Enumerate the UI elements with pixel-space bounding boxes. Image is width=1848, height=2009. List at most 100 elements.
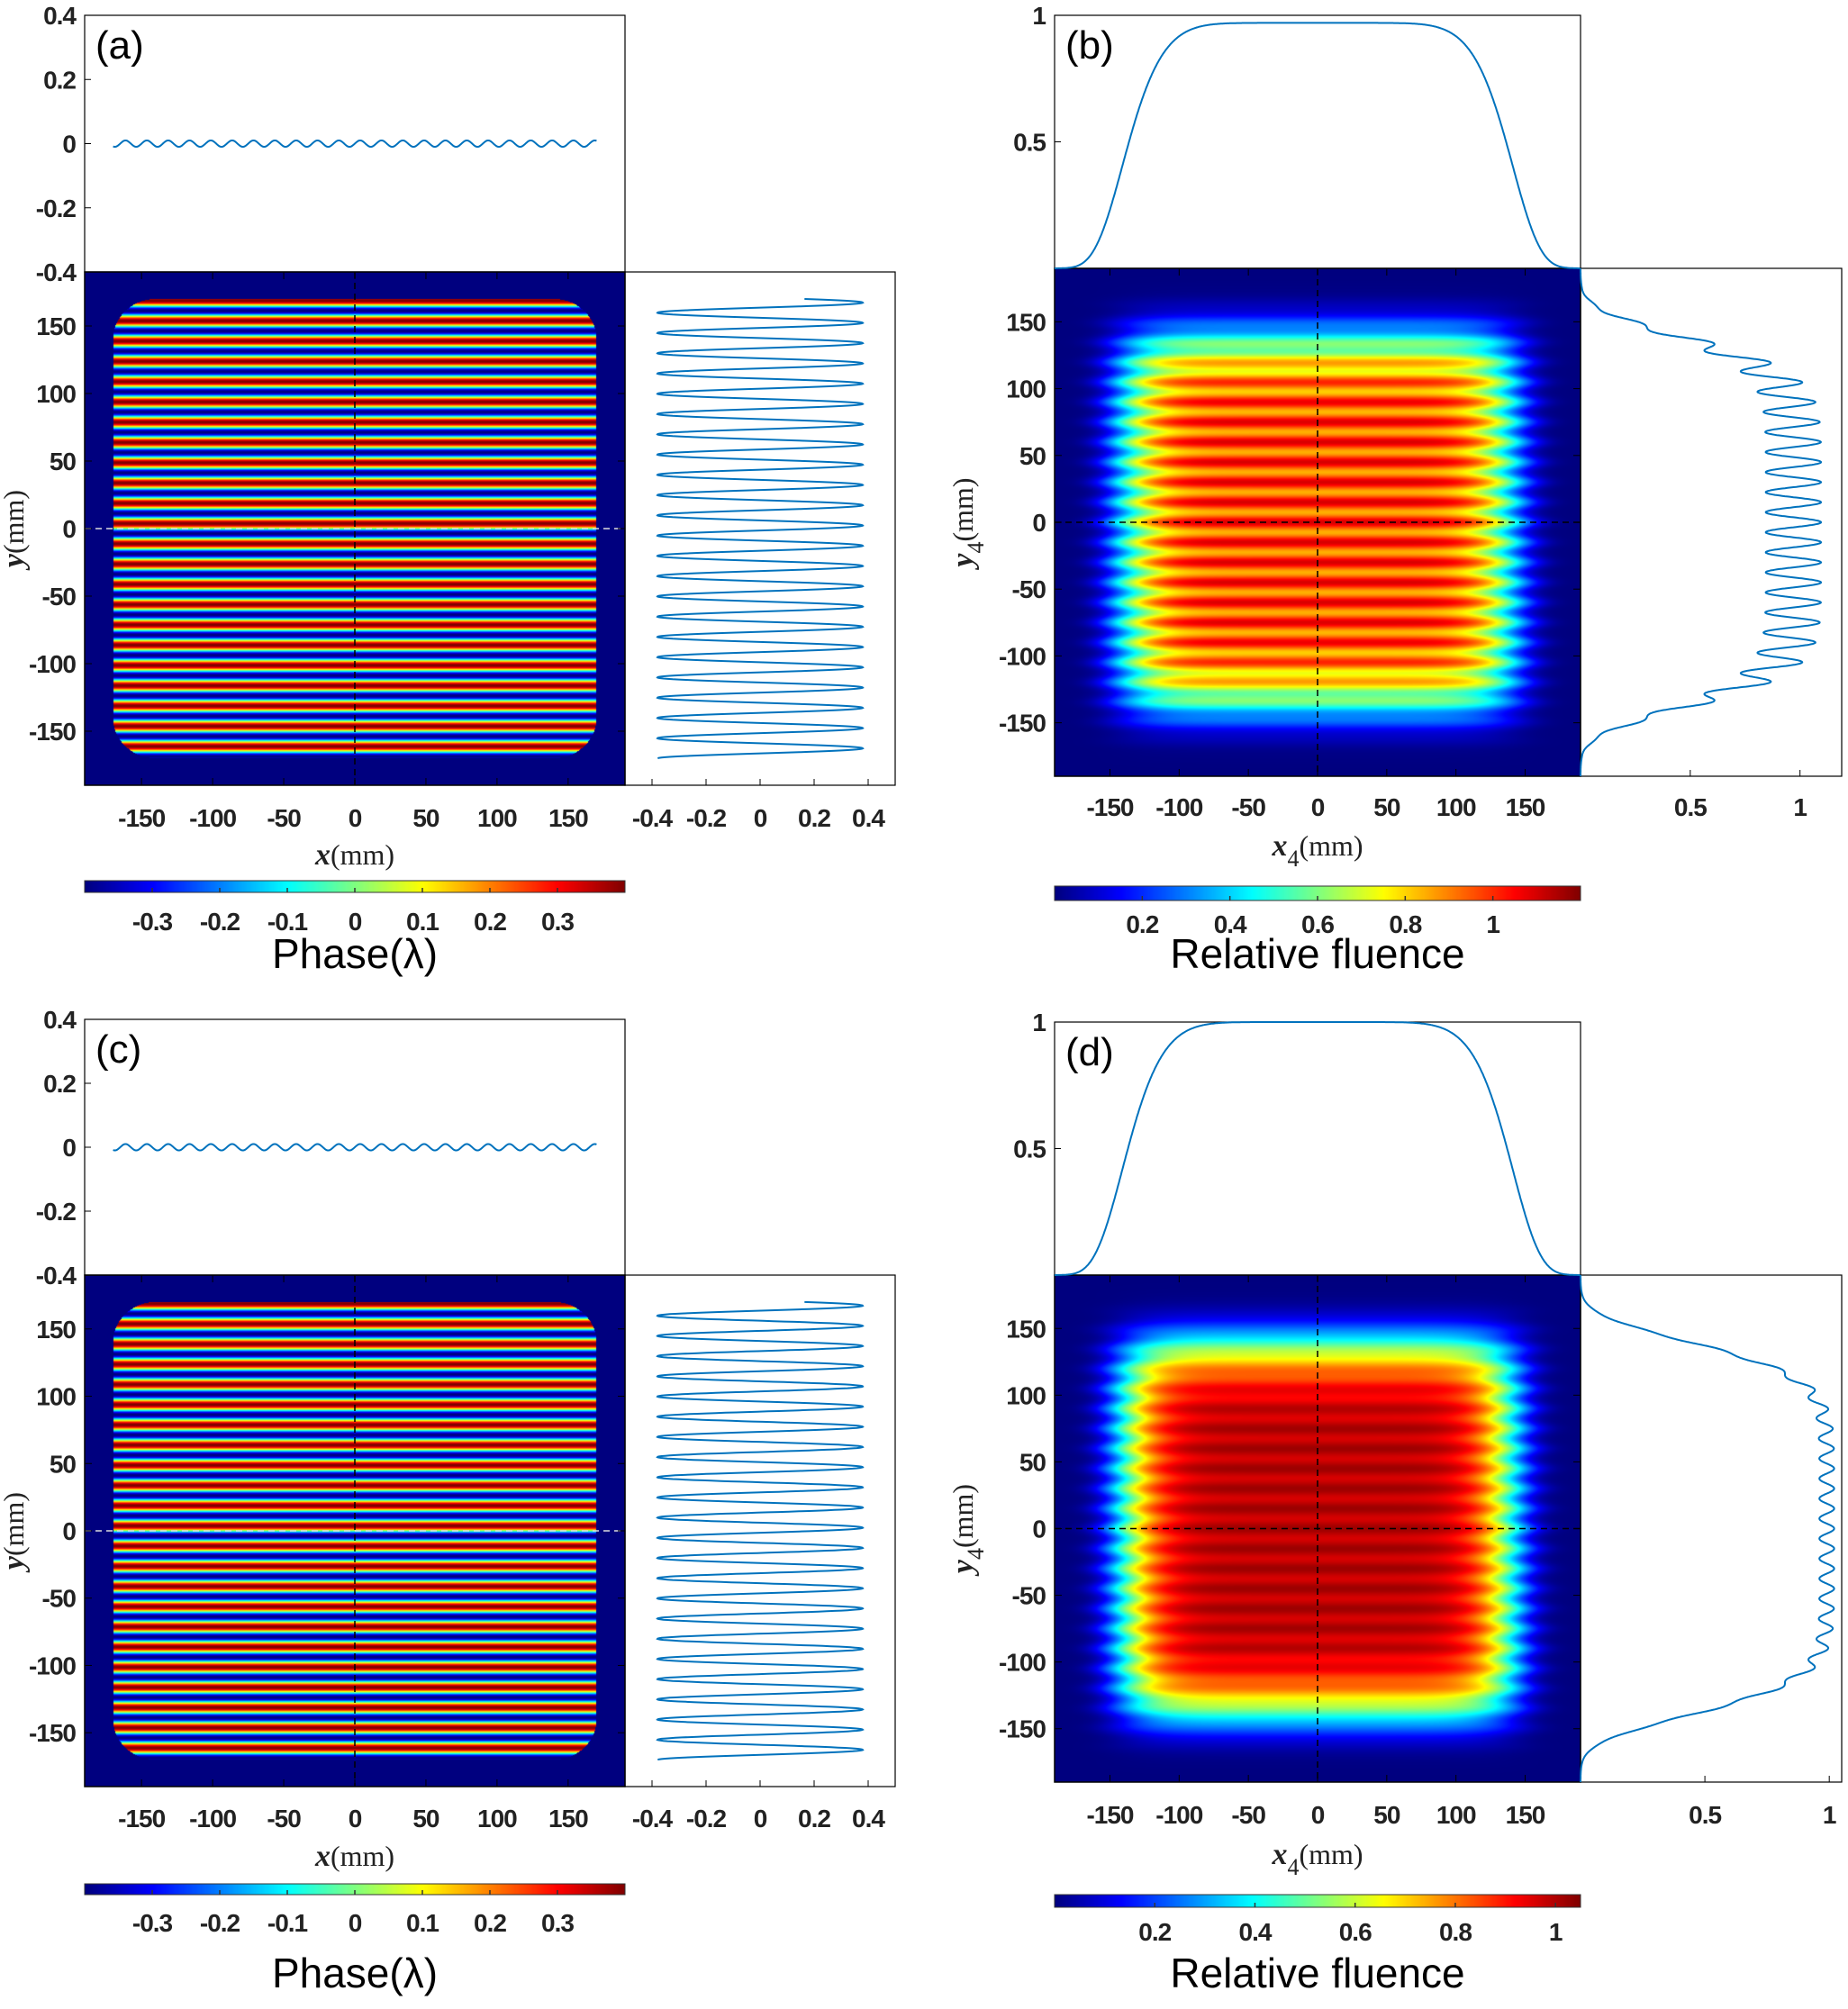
side-profile-tick-label: 0.2 [798, 1805, 830, 1833]
top-profile-frame [1054, 14, 1581, 269]
y-tick-label: 0 [62, 515, 76, 543]
colorbar-tick-label: -0.1 [267, 1909, 308, 1937]
colorbar-tick-label: -0.2 [200, 1909, 240, 1937]
colorbar-tick-label: 0.4 [1214, 910, 1247, 938]
y-tick-label: 150 [1006, 1315, 1046, 1343]
colorbar-tick-label: 0.2 [474, 1909, 506, 1937]
side-profile-tick-label: 1 [1793, 793, 1807, 821]
y-axis-sub: 4 [963, 1548, 989, 1560]
colorbar-tick-label: 0 [349, 908, 362, 936]
x-axis-var: x [314, 1840, 331, 1873]
x-tick-label: 150 [548, 1805, 588, 1833]
x-tick-label: 50 [412, 804, 439, 832]
colorbar-tick-label: -0.1 [267, 908, 308, 936]
colorbar-tick-label: 1 [1486, 910, 1499, 938]
y-axis-unit: (mm) [0, 1492, 30, 1556]
y-tick-label: -100 [999, 642, 1046, 670]
x-tick-label: 100 [477, 1805, 517, 1833]
side-profile-frame [1580, 1274, 1843, 1783]
x-tick-label: 100 [1436, 1801, 1476, 1829]
top-profile-tick-label: 0.2 [43, 66, 76, 94]
colorbar-tick-label: 0.2 [474, 908, 506, 936]
colorbar-tick-label: 0.2 [1138, 1918, 1171, 1946]
x-tick-label: -50 [267, 1805, 301, 1833]
side-profile-tick-label: 0.5 [1689, 1801, 1721, 1829]
x-axis-label: x(mm) [314, 838, 394, 872]
panel-label: (d) [1065, 1030, 1114, 1074]
side-profile-tick-label: -0.2 [686, 1805, 727, 1833]
side-profile-frame [1580, 267, 1843, 777]
side-profile-tick-label: 0.5 [1674, 793, 1707, 821]
colorbar-tick-label: 0 [349, 1909, 362, 1937]
y-tick-label: 50 [50, 1450, 77, 1478]
top-profile-line [113, 1143, 597, 1152]
colorbar-tick-label: 0.4 [1239, 1918, 1273, 1946]
colorbar-title: Phase(λ) [272, 1950, 438, 1996]
y-tick-label: -150 [29, 718, 76, 746]
x-tick-label: 150 [1506, 1801, 1545, 1829]
top-profile-tick-label: -0.2 [36, 195, 77, 222]
top-profile-tick-label: 0.4 [43, 1006, 77, 1034]
top-profile-tick-label: 0 [62, 1134, 76, 1162]
y-axis-sub: 4 [963, 542, 989, 554]
side-profile-tick-label: -0.4 [632, 1805, 674, 1833]
colorbar-b [1055, 886, 1581, 900]
y-axis-var: y [947, 553, 980, 571]
x-axis-unit: (mm) [331, 1840, 394, 1872]
colorbar-tick-label: 0.1 [406, 1909, 439, 1937]
x-tick-label: 50 [1373, 793, 1400, 821]
colorbar-tick-label: -0.3 [132, 908, 173, 936]
colorbar-tick-label: -0.3 [132, 1909, 173, 1937]
colorbar-title: Relative fluence [1170, 930, 1464, 977]
y-axis-unit: (mm) [947, 1484, 979, 1548]
top-profile-line [1055, 22, 1581, 269]
x-tick-label: -150 [118, 804, 165, 832]
x-tick-label: -150 [1086, 1801, 1133, 1829]
panel-label: (c) [95, 1027, 141, 1072]
y-tick-label: 150 [36, 312, 76, 340]
side-profile-tick-label: -0.4 [632, 804, 674, 832]
y-tick-label: -50 [1012, 575, 1046, 603]
side-profile-line [656, 298, 865, 759]
x-tick-label: -50 [1231, 1801, 1265, 1829]
y-axis-label: y4(mm) [947, 477, 989, 570]
top-profile-tick-label: 0.2 [43, 1070, 76, 1098]
x-tick-label: -100 [1155, 1801, 1202, 1829]
top-profile-line [1055, 1021, 1581, 1276]
x-tick-label: 0 [349, 804, 362, 832]
side-profile-line [1580, 268, 1823, 776]
x-tick-label: -100 [189, 804, 236, 832]
y-tick-label: -150 [999, 710, 1046, 738]
y-tick-label: -50 [42, 1585, 77, 1613]
y-axis-var: y [0, 553, 31, 571]
side-profile-tick-label: 0.4 [852, 804, 885, 832]
panel-label: (b) [1065, 23, 1114, 68]
colorbar-tick-label: 0.8 [1439, 1918, 1472, 1946]
y-tick-label: -100 [29, 1652, 76, 1679]
colorbar-tick-label: 0.2 [1126, 910, 1158, 938]
y-tick-label: -50 [42, 583, 77, 611]
y-tick-label: 0 [62, 1517, 76, 1545]
side-profile-tick-label: 0.4 [852, 1805, 885, 1833]
colorbar-d [1055, 1895, 1581, 1907]
y-axis-var: y [0, 1555, 31, 1573]
x-axis-var: x [314, 838, 331, 872]
colorbar-tick-label: 0.6 [1301, 910, 1334, 938]
x-tick-label: 50 [1373, 1801, 1400, 1829]
side-profile-line [1580, 1275, 1835, 1782]
y-axis-unit: (mm) [947, 477, 979, 541]
y-tick-label: 150 [36, 1316, 76, 1344]
x-tick-label: 150 [548, 804, 588, 832]
y-tick-label: -50 [1012, 1582, 1046, 1610]
y-tick-label: -150 [29, 1719, 76, 1747]
x-tick-label: 100 [1436, 793, 1476, 821]
y-axis-label: y(mm) [0, 1492, 31, 1573]
y-tick-label: 0 [1032, 509, 1046, 537]
x-axis-sub: 4 [1287, 1854, 1299, 1880]
y-tick-label: 100 [1006, 376, 1046, 403]
colorbar-frame [1054, 1894, 1581, 1908]
colorbar-tick-label: 0.6 [1339, 1918, 1372, 1946]
y-tick-label: 50 [1019, 442, 1046, 470]
